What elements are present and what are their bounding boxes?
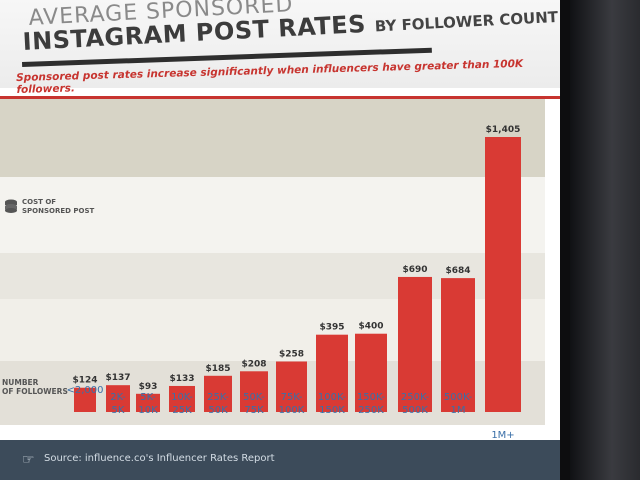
background-band [0, 99, 545, 177]
header: AVERAGE SPONSORED INSTAGRAM POST RATES B… [0, 0, 560, 96]
category-label: 250K- [401, 392, 430, 403]
bar-value-label: $690 [402, 265, 427, 275]
bar-10 [398, 276, 432, 412]
y-axis-label: COST OF SPONSORED POST [22, 198, 94, 216]
bar-value-label: $208 [241, 359, 266, 369]
infographic-screen: AVERAGE SPONSORED INSTAGRAM POST RATES B… [0, 0, 570, 480]
bar-5 [204, 375, 232, 412]
category-label: <2,000 [66, 385, 103, 396]
category-label: 5K- [140, 392, 156, 403]
y-axis-label-line-2: SPONSORED POST [22, 207, 95, 215]
category-label: 250K [358, 405, 384, 416]
footer [0, 440, 560, 480]
bar-value-label: $124 [72, 376, 97, 386]
category-label: 5K [112, 405, 125, 416]
category-label: 10K- [171, 392, 193, 403]
monitor-bezel [570, 0, 640, 480]
category-label: 500K- [444, 392, 473, 403]
bar-6 [240, 371, 268, 412]
bar-value-label: $185 [205, 364, 230, 374]
bar-8 [316, 334, 348, 412]
coin-stack-icon [5, 199, 17, 213]
category-label: 150K- [357, 392, 386, 403]
category-label: 25K- [207, 392, 229, 403]
bar-1 [74, 387, 96, 412]
x-axis-label-line-2: OF FOLLOWERS [2, 387, 68, 396]
bar-3 [136, 393, 160, 412]
background-band [0, 177, 545, 253]
bar-value-label: $395 [319, 323, 344, 333]
bar-2 [106, 385, 130, 412]
bar-4 [169, 385, 195, 412]
category-label: 1M+ [491, 430, 514, 441]
category-label: 2K- [110, 392, 126, 403]
bar-value-label: $258 [279, 350, 304, 360]
bar-11 [441, 278, 475, 412]
bar-value-label: $133 [169, 374, 194, 384]
category-label: 10K [138, 405, 158, 416]
x-axis-label-line-1: NUMBER [2, 378, 39, 387]
source-text: Source: influence.co's Influencer Rates … [44, 453, 275, 464]
category-label: 25K [172, 405, 192, 416]
bar-value-label: $137 [105, 373, 130, 383]
accent-rule [0, 96, 560, 99]
y-axis-label-line-1: COST OF [22, 198, 57, 206]
pointing-hand-icon: ☞ [22, 452, 35, 468]
category-label: 50K- [243, 392, 265, 403]
bar-value-label: $400 [358, 322, 383, 332]
category-label: 50K [208, 405, 228, 416]
category-label: 500K [402, 405, 428, 416]
category-label: 75K- [281, 392, 303, 403]
bar-7 [276, 361, 307, 412]
x-axis-label: NUMBER OF FOLLOWERS [2, 378, 68, 396]
category-label: 100K- [318, 392, 347, 403]
category-label: 1M [451, 405, 466, 416]
bar-12 [485, 137, 521, 412]
bar-value-label: $684 [445, 266, 470, 276]
category-label: 100K [279, 405, 305, 416]
category-label: 75K [244, 405, 264, 416]
bar-value-label: $93 [139, 382, 158, 392]
bar-value-label: $1,405 [486, 125, 521, 135]
category-label: 150K [319, 405, 345, 416]
bar-9 [355, 333, 387, 412]
